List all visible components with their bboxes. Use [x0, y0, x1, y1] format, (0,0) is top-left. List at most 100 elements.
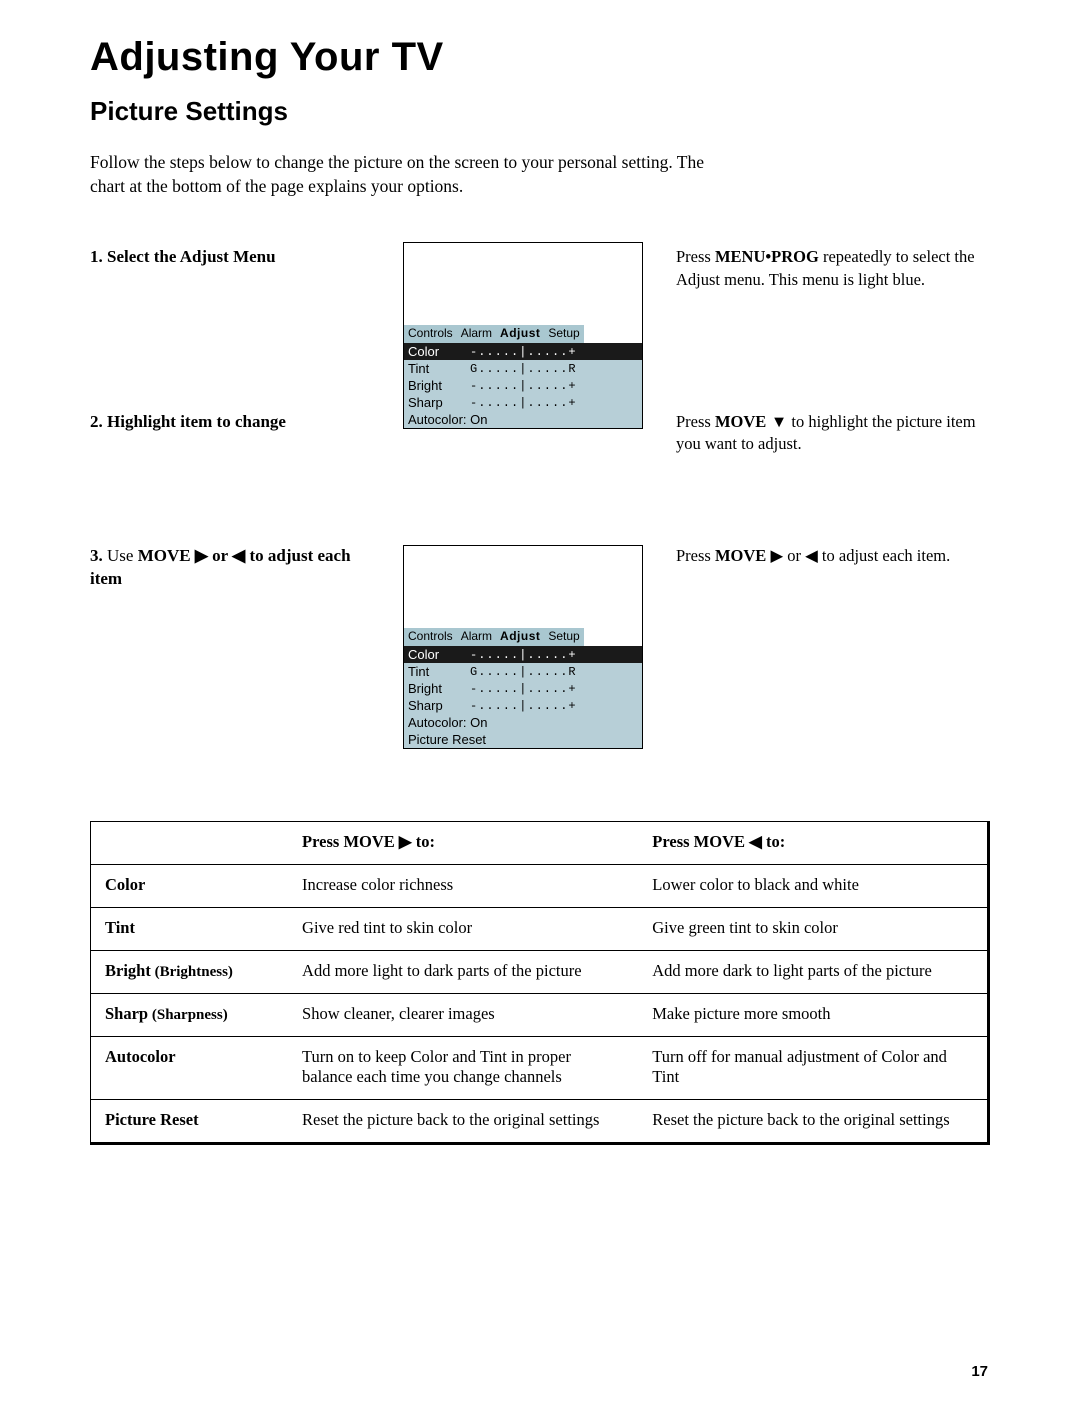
osd2-row-color-value: -.....|.....+ — [466, 648, 642, 662]
ref-row-sharp-right: Show cleaner, clearer images — [288, 994, 638, 1037]
ref-head-left: Press MOVE ◀ to: — [638, 822, 988, 865]
step-1-desc: Press MENU•PROG repeatedly to select the… — [676, 242, 990, 291]
osd2-row-autocolor: Autocolor: On — [404, 714, 642, 731]
ref-row-picture-reset-name: Picture Reset — [91, 1100, 289, 1144]
ref-head-blank — [91, 822, 289, 865]
ref-row-autocolor-right: Turn on to keep Color and Tint in proper… — [288, 1037, 638, 1100]
section-title: Picture Settings — [90, 96, 990, 127]
osd-screenshot-2: Controls Alarm Adjust Setup Color -.....… — [388, 455, 658, 749]
osd-tab-setup: Setup — [544, 325, 583, 343]
step-2-label: 2. Highlight item to change — [90, 291, 370, 456]
osd2-tab-controls: Controls — [404, 628, 457, 646]
osd2-tab-adjust: Adjust — [496, 628, 544, 646]
page-number: 17 — [971, 1363, 988, 1380]
osd2-row-picture-reset: Picture Reset — [404, 731, 642, 748]
osd-panel-2: Controls Alarm Adjust Setup Color -.....… — [403, 545, 643, 749]
osd-row-bright-value: -.....|.....+ — [466, 379, 642, 393]
osd2-autocolor-label: Autocolor: On — [408, 715, 488, 730]
step-1-title: Select the Adjust Menu — [107, 247, 276, 266]
osd2-row-tint-value: G.....|.....R — [466, 665, 642, 679]
step-2-desc-arrow-icon: ▼ — [766, 413, 787, 431]
osd-tab-controls: Controls — [404, 325, 457, 343]
ref-row-picture-reset: Picture Reset Reset the picture back to … — [91, 1100, 989, 1144]
osd2-row-sharp-label: Sharp — [404, 698, 466, 713]
osd-row-sharp-value: -.....|.....+ — [466, 396, 642, 410]
osd-tabs-1: Controls Alarm Adjust Setup — [404, 325, 642, 343]
osd2-row-sharp-value: -.....|.....+ — [466, 699, 642, 713]
ref-table-head-row: Press MOVE ▶ to: Press MOVE ◀ to: — [91, 822, 989, 865]
page-title: Adjusting Your TV — [90, 35, 990, 80]
step-3-desc-pre: Press — [676, 546, 715, 565]
step-2-title: Highlight item to change — [107, 412, 286, 431]
osd-row-tint: Tint G.....|.....R — [404, 360, 642, 377]
ref-row-tint: Tint Give red tint to skin color Give gr… — [91, 908, 989, 951]
osd2-row-bright-value: -.....|.....+ — [466, 682, 642, 696]
osd-panel-1: Controls Alarm Adjust Setup Color -.....… — [403, 242, 643, 429]
osd-tab-alarm: Alarm — [457, 325, 496, 343]
osd-autocolor-label: Autocolor: On — [408, 412, 488, 427]
osd-row-tint-value: G.....|.....R — [466, 362, 642, 376]
osd-row-sharp-label: Sharp — [404, 395, 466, 410]
ref-row-picture-reset-right: Reset the picture back to the original s… — [288, 1100, 638, 1144]
osd2-tab-alarm: Alarm — [457, 628, 496, 646]
step-3-title-pre: Use — [107, 546, 138, 565]
osd2-picture-reset-label: Picture Reset — [408, 732, 486, 747]
osd2-row-tint: Tint G.....|.....R — [404, 663, 642, 680]
osd-screenshot-1: Controls Alarm Adjust Setup Color -.....… — [388, 242, 658, 455]
page: Adjusting Your TV Picture Settings Follo… — [0, 0, 1080, 1410]
osd-tabs-2: Controls Alarm Adjust Setup — [404, 628, 642, 646]
ref-row-sharp-name: Sharp (Sharpness) — [91, 994, 289, 1037]
osd2-row-tint-label: Tint — [404, 664, 466, 679]
osd-row-color-label: Color — [404, 344, 466, 359]
osd-row-color-value: -.....|.....+ — [466, 345, 642, 359]
osd2-row-sharp: Sharp -.....|.....+ — [404, 697, 642, 714]
ref-row-sharp-left: Make picture more smooth — [638, 994, 988, 1037]
step-1-desc-bold: MENU•PROG — [715, 247, 819, 266]
ref-row-color: Color Increase color richness Lower colo… — [91, 865, 989, 908]
ref-row-color-right: Increase color richness — [288, 865, 638, 908]
osd2-row-color: Color -.....|.....+ — [404, 646, 642, 663]
step-2-desc: Press MOVE ▼ to highlight the picture it… — [676, 291, 990, 456]
step-3-desc-mid: ▶ or ◀ to adjust each item. — [766, 546, 950, 565]
step-3-title-bold: MOVE — [138, 546, 191, 565]
ref-row-bright-left: Add more dark to light parts of the pict… — [638, 951, 988, 994]
ref-row-picture-reset-left: Reset the picture back to the original s… — [638, 1100, 988, 1144]
ref-row-bright-right: Add more light to dark parts of the pict… — [288, 951, 638, 994]
ref-row-autocolor: Autocolor Turn on to keep Color and Tint… — [91, 1037, 989, 1100]
ref-row-bright-name: Bright (Brightness) — [91, 951, 289, 994]
osd-row-sharp: Sharp -.....|.....+ — [404, 394, 642, 411]
step-3-desc-bold: MOVE — [715, 546, 766, 565]
step-1-desc-pre: Press — [676, 247, 715, 266]
osd-row-tint-label: Tint — [404, 361, 466, 376]
step-2-desc-pre: Press — [676, 412, 715, 431]
osd2-row-bright: Bright -.....|.....+ — [404, 680, 642, 697]
step-3-label: 3. Use MOVE ▶ or ◀ to adjust each item — [90, 455, 370, 749]
osd-tab-adjust: Adjust — [496, 325, 544, 343]
osd-row-bright: Bright -.....|.....+ — [404, 377, 642, 394]
step-1-label: 1. Select the Adjust Menu — [90, 242, 370, 291]
ref-row-color-name: Color — [91, 865, 289, 908]
ref-row-autocolor-left: Turn off for manual adjustment of Color … — [638, 1037, 988, 1100]
ref-row-color-left: Lower color to black and white — [638, 865, 988, 908]
osd2-row-bright-label: Bright — [404, 681, 466, 696]
osd-row-bright-label: Bright — [404, 378, 466, 393]
osd-row-autocolor: Autocolor: On — [404, 411, 642, 428]
step-2-desc-bold: MOVE — [715, 412, 766, 431]
ref-row-tint-right: Give red tint to skin color — [288, 908, 638, 951]
ref-head-right: Press MOVE ▶ to: — [288, 822, 638, 865]
ref-row-bright: Bright (Brightness) Add more light to da… — [91, 951, 989, 994]
intro-paragraph: Follow the steps below to change the pic… — [90, 151, 710, 198]
step-2-number: 2. — [90, 412, 103, 431]
ref-row-autocolor-name: Autocolor — [91, 1037, 289, 1100]
steps-block: 1. Select the Adjust Menu Controls Alarm… — [90, 242, 990, 749]
ref-row-tint-name: Tint — [91, 908, 289, 951]
osd2-tab-setup: Setup — [544, 628, 583, 646]
ref-row-sharp: Sharp (Sharpness) Show cleaner, clearer … — [91, 994, 989, 1037]
ref-row-tint-left: Give green tint to skin color — [638, 908, 988, 951]
osd-row-color: Color -.....|.....+ — [404, 343, 642, 360]
step-3-desc: Press MOVE ▶ or ◀ to adjust each item. — [676, 455, 990, 749]
osd2-row-color-label: Color — [404, 647, 466, 662]
step-1-number: 1. — [90, 247, 103, 266]
reference-table: Press MOVE ▶ to: Press MOVE ◀ to: Color … — [90, 821, 990, 1145]
step-3-number: 3. — [90, 546, 103, 565]
